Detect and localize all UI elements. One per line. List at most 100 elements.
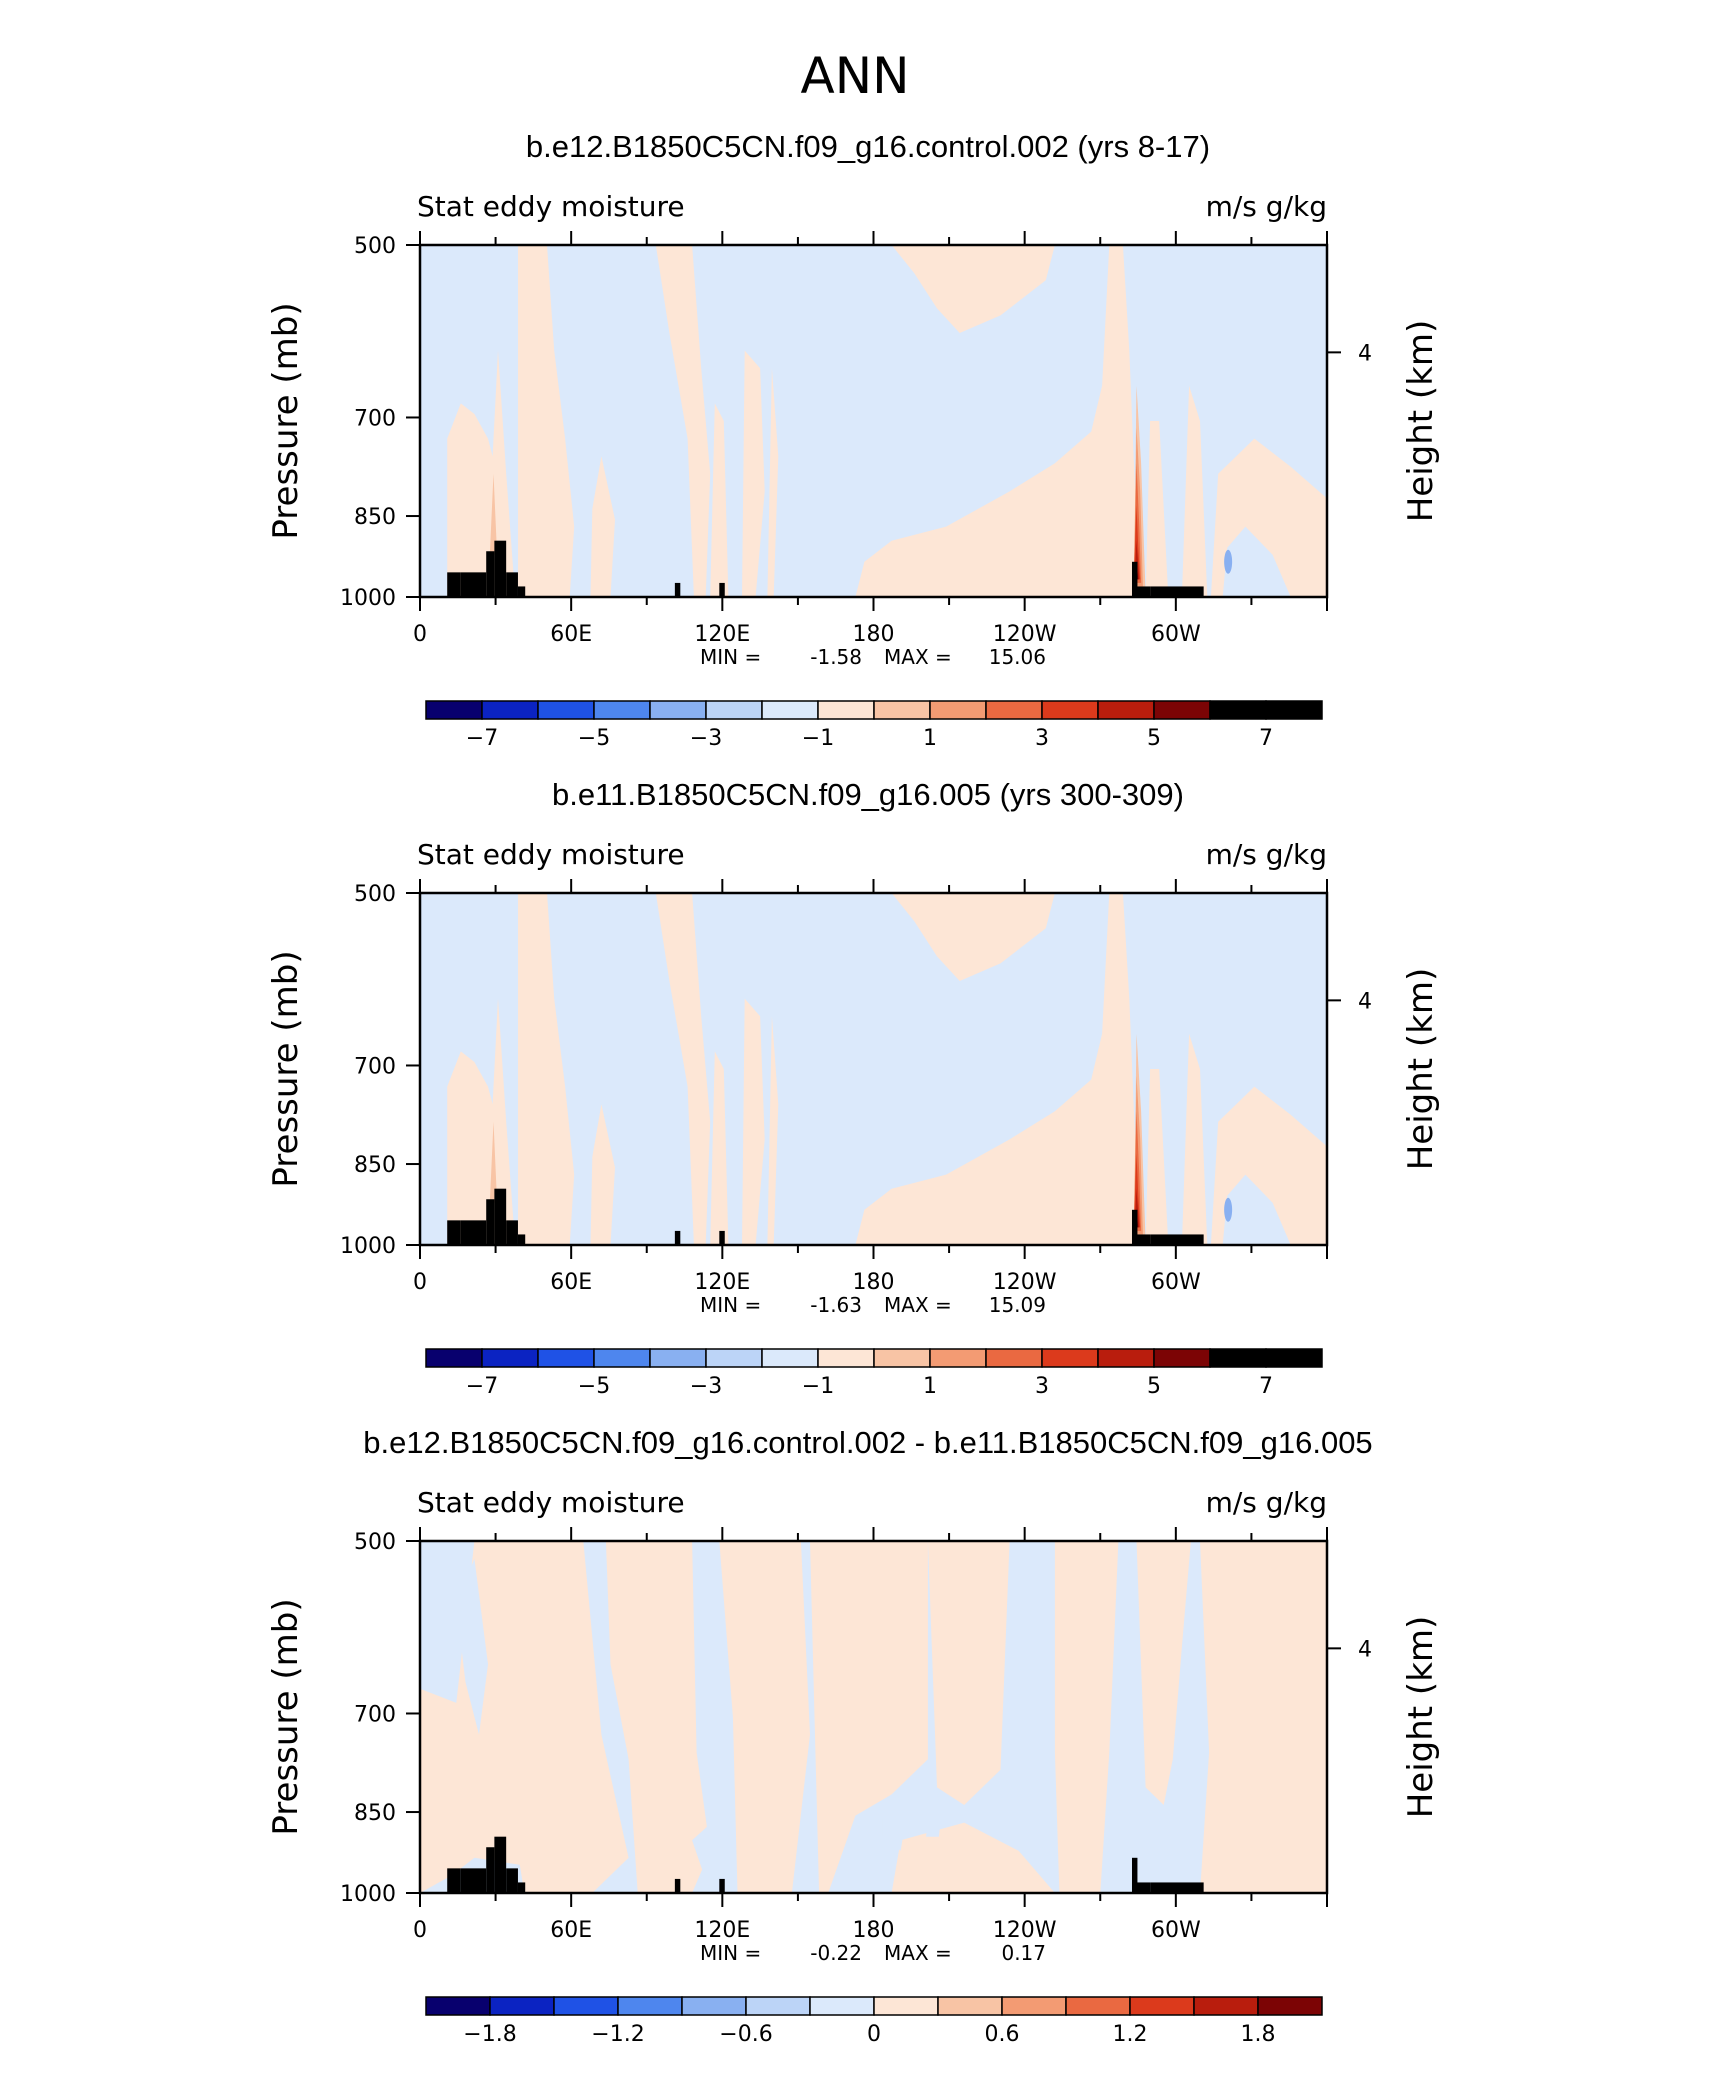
colorbar-box	[553, 1996, 619, 2016]
colorbar-box	[593, 700, 651, 720]
contour-region-positive	[1054, 1541, 1119, 1893]
colorbar-box	[873, 1996, 939, 2016]
topography-block	[460, 572, 487, 597]
contour-region-positive	[710, 1051, 729, 1245]
colorbar-box	[761, 700, 819, 720]
panel-3: b.e12.B1850C5CN.f09_g16.control.002 - b.…	[266, 1425, 1441, 2047]
topography-block	[1131, 1857, 1138, 1893]
y-tick-label: 700	[354, 1702, 396, 1727]
topography-block	[486, 551, 495, 597]
colorbar-box	[1193, 1996, 1259, 2016]
y-tick-label: 1000	[340, 1882, 396, 1907]
y-right-tick-label: 4	[1358, 341, 1372, 366]
colorbar-box	[1001, 1996, 1067, 2016]
contour-region-negative	[882, 1815, 906, 1851]
topography-block	[447, 572, 461, 597]
y-tick-label: 850	[354, 505, 396, 530]
topography-block	[674, 582, 681, 597]
figure-title: ANN	[800, 47, 909, 105]
panel-units-label: m/s g/kg	[1206, 1486, 1327, 1519]
contour-region-positive	[1145, 421, 1169, 597]
colorbar-box	[985, 700, 1043, 720]
topography-block	[506, 1868, 518, 1893]
panel-title: b.e11.B1850C5CN.f09_g16.005 (yrs 300-309…	[552, 777, 1184, 812]
max-value: 0.17	[1001, 1941, 1046, 1965]
x-tick-label: 120W	[993, 622, 1057, 647]
contour-region-positive	[810, 1541, 928, 1893]
colorbar-tick-label: −3	[690, 1374, 722, 1399]
contour-region-positive	[855, 245, 1137, 597]
panel-variable-label: Stat eddy moisture	[417, 1486, 685, 1519]
topography-block	[486, 1847, 495, 1893]
topography-block	[1131, 586, 1151, 597]
min-value: -0.22	[810, 1941, 862, 1965]
x-tick-label: 60W	[1151, 622, 1201, 647]
y-axis-right-title: Height (km)	[1401, 968, 1441, 1171]
contour-region-positive	[1181, 1033, 1208, 1245]
contour-region-maximum	[1133, 1153, 1141, 1228]
topography-block	[1150, 1882, 1204, 1893]
y-tick-label: 700	[354, 1054, 396, 1079]
colorbar-tick-label: 1.2	[1113, 2022, 1148, 2047]
topography-block	[1131, 1234, 1151, 1245]
colorbar-tick-label: 0.6	[985, 2022, 1020, 2047]
colorbar-box	[873, 1348, 931, 1368]
colorbar-box	[1153, 1348, 1211, 1368]
panel-2: b.e11.B1850C5CN.f09_g16.005 (yrs 300-309…	[266, 777, 1441, 1399]
max-label: MAX =	[884, 1941, 952, 1965]
topography-block	[447, 1220, 461, 1245]
y-axis-right-title: Height (km)	[1401, 1616, 1441, 1819]
colorbar-box	[1041, 700, 1099, 720]
panel-title: b.e12.B1850C5CN.f09_g16.control.002 - b.…	[363, 1425, 1372, 1460]
topography-block	[1131, 1882, 1151, 1893]
contour-region-positive	[1136, 1541, 1191, 1805]
contour-region-positive	[447, 350, 516, 597]
x-tick-label: 0	[413, 1918, 427, 1943]
colorbar-tick-label: −7	[466, 1374, 498, 1399]
contour-region-positive	[710, 403, 729, 597]
topography-block	[719, 1878, 725, 1893]
colorbar-tick-label: −1	[802, 726, 834, 751]
colorbar-tick-label: 5	[1147, 1374, 1161, 1399]
min-value: -1.63	[810, 1293, 862, 1317]
panel-units-label: m/s g/kg	[1206, 190, 1327, 223]
colorbar-box	[745, 1996, 811, 2016]
colorbar-tick-label: −1	[802, 1374, 834, 1399]
colorbar-box	[1041, 1348, 1099, 1368]
contour-region-positive	[927, 1541, 1010, 1805]
x-tick-label: 0	[413, 1270, 427, 1295]
colorbar-box	[809, 1996, 875, 2016]
y-axis-title: Pressure (mb)	[266, 950, 306, 1187]
contour-region-positive	[891, 245, 1055, 333]
max-value: 15.09	[989, 1293, 1046, 1317]
topography-block	[460, 1220, 487, 1245]
topography-block	[494, 540, 507, 597]
contour-region-negative	[456, 1558, 488, 1735]
colorbar-tick-label: −5	[578, 1374, 610, 1399]
y-tick-label: 500	[354, 882, 396, 907]
topography-block	[494, 1188, 507, 1245]
colorbar-box	[1097, 700, 1155, 720]
colorbar-tick-label: 0	[867, 2022, 881, 2047]
x-tick-label: 60E	[550, 1918, 592, 1943]
topography-block	[494, 1836, 507, 1893]
contour-region-positive	[590, 1104, 615, 1245]
topography-block	[674, 1878, 681, 1893]
colorbar-box	[1257, 1996, 1323, 2016]
contour-region-positive	[518, 245, 575, 597]
colorbar-box	[425, 700, 483, 720]
topography-block	[486, 1199, 495, 1245]
contour-region-positive	[891, 1822, 1055, 1893]
topography-block	[674, 1230, 681, 1245]
colorbar-box	[481, 1348, 539, 1368]
colorbar-tick-label: 3	[1035, 726, 1049, 751]
y-tick-label: 700	[354, 406, 396, 431]
min-label: MIN =	[700, 1941, 761, 1965]
colorbar-box	[937, 1996, 1003, 2016]
topography-block	[719, 582, 725, 597]
colorbar-box	[705, 700, 763, 720]
contour-region-negative	[692, 1815, 733, 1893]
colorbar-box	[1265, 700, 1323, 720]
colorbar-box	[1129, 1996, 1195, 2016]
contour-region-positive	[767, 1016, 779, 1245]
